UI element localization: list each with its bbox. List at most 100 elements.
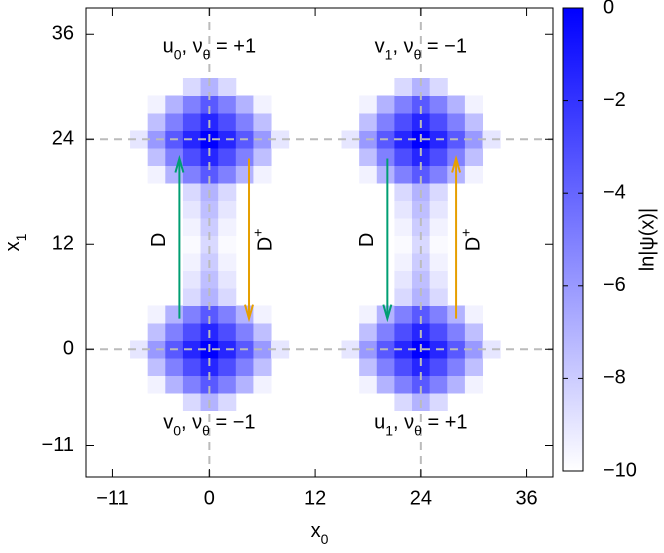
heat-cell (447, 323, 466, 341)
heat-cell (182, 305, 202, 324)
text-part: 0 (321, 531, 329, 547)
heat-cell (429, 358, 448, 376)
heat-cell (394, 340, 413, 359)
heat-cell (218, 358, 237, 376)
heat-cell (464, 375, 484, 394)
heat-cell (429, 200, 448, 219)
heat-cell (182, 375, 202, 394)
heat-cell (464, 305, 484, 324)
heat-cell (218, 288, 237, 306)
heat-cell (429, 253, 448, 271)
heat-cell (218, 305, 237, 324)
heat-cell (235, 323, 254, 341)
x-axis-label: x0 (311, 520, 329, 546)
text-part: + (249, 229, 265, 237)
heat-cell (429, 95, 448, 114)
annotation: u1, νθ = +1 (374, 412, 467, 438)
heat-cell (429, 375, 448, 394)
heat-cell (394, 130, 413, 149)
heat-cell (182, 148, 202, 166)
heat-cell (253, 375, 272, 394)
heat-cell (147, 323, 166, 341)
heat-cell (394, 113, 413, 131)
text-part: θ (203, 46, 211, 62)
heat-cell (200, 95, 219, 114)
heat-cell (165, 165, 184, 184)
text-part: = +1 (422, 412, 468, 434)
text-part: D (148, 233, 170, 247)
heat-cell (394, 358, 413, 376)
heat-cell (464, 130, 484, 149)
heat-cell (182, 393, 202, 411)
x-tick-label: 12 (304, 487, 326, 509)
heat-cell (376, 113, 395, 131)
colorbar-tick-label: −4 (603, 181, 626, 203)
heat-cell (376, 148, 395, 166)
text-part: , ν (181, 412, 202, 434)
heat-cell (412, 78, 431, 96)
heat-cell (218, 95, 237, 114)
annotation: u0, νθ = +1 (163, 36, 256, 62)
heat-cell (341, 130, 360, 149)
heat-cell (200, 358, 219, 376)
text-part: = −1 (210, 412, 256, 434)
heat-cell (218, 235, 237, 254)
heat-cell (182, 253, 202, 271)
heat-cell (429, 165, 448, 184)
text-part: u (374, 412, 385, 434)
y-axis-label: x1 (2, 233, 28, 251)
heat-cell (412, 148, 431, 166)
heat-cell (271, 130, 290, 149)
heat-cell (359, 113, 378, 131)
heat-cell (394, 148, 413, 166)
heat-cell (165, 95, 184, 114)
heat-cell (429, 305, 448, 324)
annotation: v1, νθ = −1 (375, 36, 467, 62)
text-part: 1 (13, 233, 29, 241)
heat-cell (394, 393, 413, 411)
heat-cell (182, 270, 202, 289)
text-part: u (163, 36, 174, 58)
text-part: 0 (174, 46, 182, 62)
y-tick-label: 36 (52, 23, 74, 45)
colorbar-tick-label: −8 (603, 367, 626, 389)
heat-cell (253, 130, 272, 149)
heat-cell (182, 358, 202, 376)
heat-cell (394, 253, 413, 271)
heat-cell (200, 148, 219, 166)
heat-cell (376, 165, 395, 184)
heat-cell (359, 305, 378, 324)
heat-cell (412, 218, 431, 236)
heat-cell (200, 288, 219, 306)
heat-cell (147, 375, 166, 394)
text-part: = +1 (210, 36, 256, 58)
heat-cell (429, 218, 448, 236)
heat-cell (147, 95, 166, 114)
heat-cell (218, 323, 237, 341)
heat-cell (394, 200, 413, 219)
heat-cell (147, 148, 166, 166)
arrow-head (174, 154, 185, 173)
heat-cell (253, 113, 272, 131)
text-part: 1 (385, 422, 393, 438)
x-tick-label: 24 (410, 487, 432, 509)
heat-cell (464, 358, 484, 376)
heat-cell (200, 165, 219, 184)
heat-cell (394, 165, 413, 184)
text-part: D (255, 237, 277, 251)
heat-cell (182, 95, 202, 114)
heat-cell (359, 323, 378, 341)
heat-cell (218, 375, 237, 394)
heat-cell (218, 148, 237, 166)
heat-cell (253, 165, 272, 184)
colorbar-tick-label: −10 (603, 459, 637, 481)
heat-cell (235, 375, 254, 394)
arrow-label: D (356, 233, 378, 247)
text-part: , ν (392, 36, 413, 58)
heat-cell (341, 340, 360, 359)
arrow-label: D+ (249, 229, 277, 252)
arrow-label: D (148, 233, 170, 247)
heat-cell (235, 148, 254, 166)
heat-cell (218, 78, 237, 96)
